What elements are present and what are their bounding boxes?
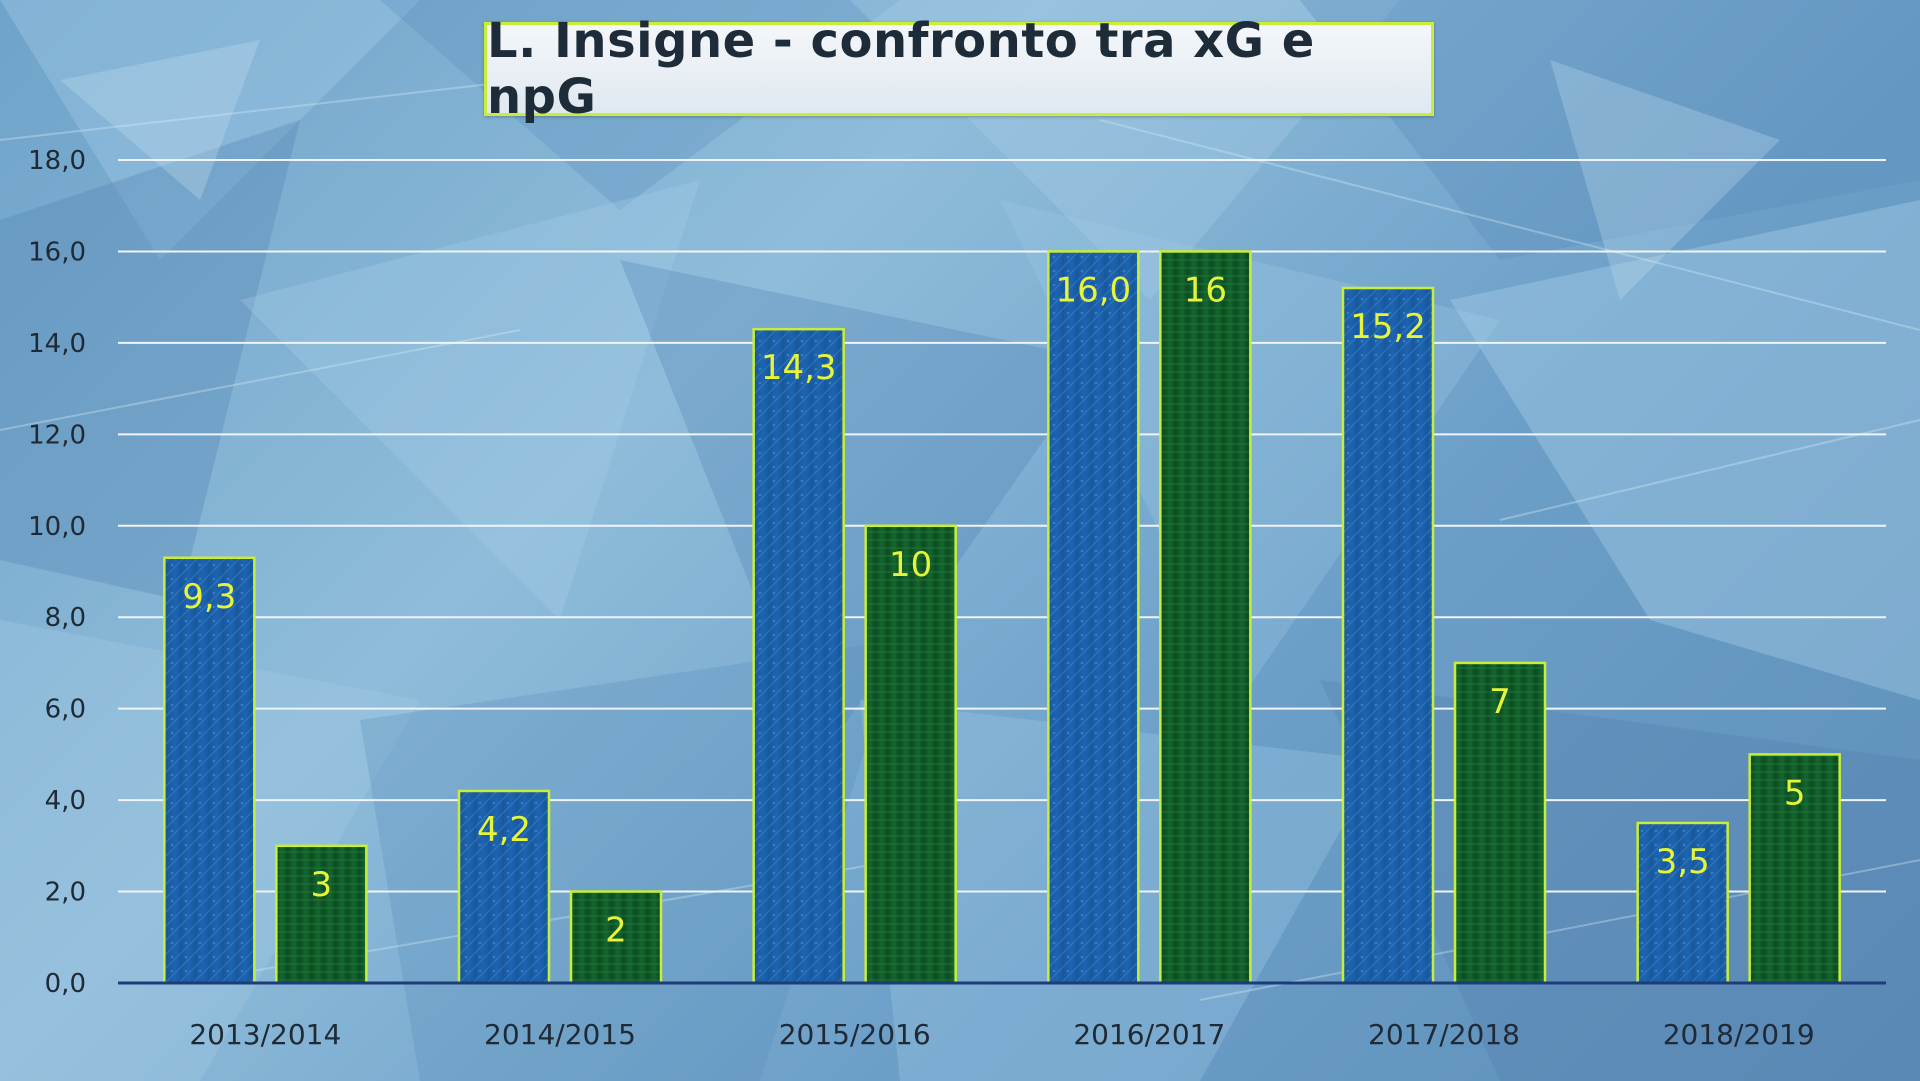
x-tick-label: 2014/2015 bbox=[484, 1018, 636, 1051]
bar-xg bbox=[163, 556, 256, 985]
data-label: 15,2 bbox=[1350, 307, 1426, 347]
bar-npg bbox=[1159, 250, 1252, 985]
bar-xg bbox=[1341, 286, 1435, 985]
data-label: 16,0 bbox=[1055, 270, 1131, 310]
y-tick-label: 12,0 bbox=[28, 420, 86, 450]
x-tick-label: 2015/2016 bbox=[779, 1018, 931, 1051]
x-tick-label: 2016/2017 bbox=[1073, 1018, 1225, 1051]
data-labels: 9,3 3 4,2 2 14,3 10 16,0 16 15,2 7 3,5 5 bbox=[182, 270, 1805, 950]
bar-xg bbox=[1636, 821, 1729, 985]
data-label: 16 bbox=[1184, 270, 1227, 310]
x-tick-label: 2018/2019 bbox=[1663, 1018, 1815, 1051]
background-streak bbox=[0, 329, 521, 431]
data-label: 5 bbox=[1784, 773, 1806, 813]
y-axis: 0,0 2,0 4,0 6,0 8,0 10,0 12,0 14,0 16,0 18,0 bbox=[28, 146, 1886, 999]
y-tick-label: 16,0 bbox=[28, 237, 86, 267]
background-facet bbox=[240, 180, 700, 620]
background-streak bbox=[1499, 419, 1920, 521]
y-tick-label: 2,0 bbox=[45, 878, 86, 908]
data-label: 14,3 bbox=[761, 348, 837, 388]
bar-npg bbox=[1453, 661, 1547, 985]
background-facet bbox=[1450, 200, 1920, 700]
chart-title: L. Insigne - confronto tra xG e npG bbox=[487, 13, 1315, 125]
x-tick-label: 2017/2018 bbox=[1368, 1018, 1520, 1051]
y-tick-label: 6,0 bbox=[45, 695, 86, 725]
background-streak bbox=[1099, 119, 1920, 331]
bar-xg bbox=[457, 789, 551, 985]
data-label: 9,3 bbox=[182, 577, 236, 617]
chart-title-box: L. Insigne - confronto tra xG e npG bbox=[484, 13, 1434, 125]
bar-npg bbox=[275, 844, 368, 985]
x-tick-label: 2013/2014 bbox=[189, 1018, 341, 1051]
bars bbox=[163, 250, 1841, 985]
y-tick-label: 14,0 bbox=[28, 329, 86, 359]
data-label: 3,5 bbox=[1656, 842, 1710, 882]
background-facet bbox=[0, 120, 300, 600]
background-facet bbox=[1300, 0, 1920, 260]
bar-npg bbox=[864, 524, 957, 985]
y-tick-label: 4,0 bbox=[45, 786, 86, 816]
bar-npg bbox=[1748, 753, 1841, 985]
y-tick-label: 8,0 bbox=[45, 603, 86, 633]
background-facet bbox=[620, 260, 1100, 760]
background-facet bbox=[1550, 60, 1780, 300]
data-label: 7 bbox=[1489, 682, 1511, 722]
data-label: 3 bbox=[311, 865, 333, 905]
bar-xg bbox=[1047, 250, 1140, 985]
y-tick-label: 10,0 bbox=[28, 512, 86, 542]
y-tick-label: 0,0 bbox=[45, 969, 86, 999]
data-label: 2 bbox=[605, 911, 627, 951]
data-label: 10 bbox=[889, 545, 932, 585]
bar-xg bbox=[752, 327, 845, 985]
bar-npg bbox=[569, 890, 663, 985]
background-facet bbox=[0, 0, 420, 260]
y-tick-label: 18,0 bbox=[28, 146, 86, 176]
data-label: 4,2 bbox=[477, 810, 531, 850]
